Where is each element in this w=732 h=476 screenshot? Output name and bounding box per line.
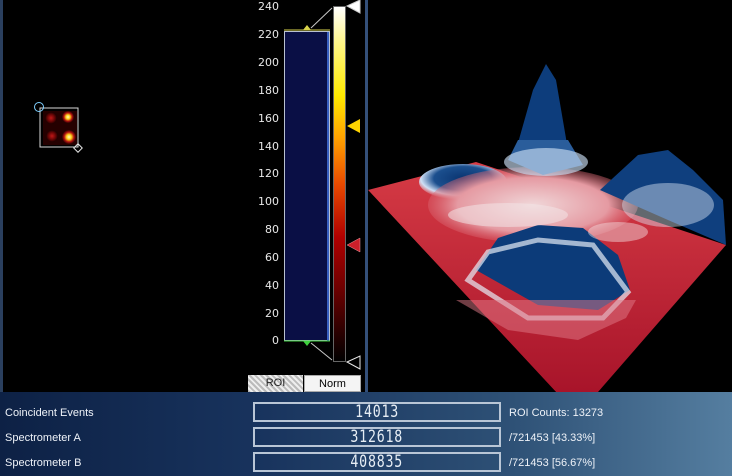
tab-norm[interactable]: Norm (304, 375, 361, 392)
surface-plot-panel[interactable] (365, 0, 732, 392)
spot-bottom-right (62, 130, 76, 144)
tick-label: 160 (258, 112, 279, 125)
tick-label: 60 (265, 251, 279, 264)
tick-label: 20 (265, 307, 279, 320)
surface-plot (368, 64, 726, 392)
mid-low-handle (346, 237, 361, 253)
roi-handle-top-left (34, 102, 44, 112)
min-handle (345, 355, 361, 370)
histogram-bar (284, 31, 330, 341)
spectrometer-b-label: Spectrometer B (5, 457, 82, 469)
image-canvas (34, 102, 83, 153)
surface-peak (516, 64, 568, 150)
histogram-edge (327, 32, 329, 341)
spectrometer-a-total: /721453 [43.33%] (509, 432, 596, 444)
lower-range-marker (303, 341, 311, 346)
tick-label: 120 (258, 167, 279, 180)
tick-label: 100 (258, 195, 279, 208)
spot-top-right (62, 111, 74, 123)
coincident-events-display: 14013 (253, 402, 501, 422)
tick-label: 200 (258, 56, 279, 69)
spectrometer-a-label: Spectrometer A (5, 432, 81, 444)
statistics-bar: Coincident Events 14013 ROI Counts: 1327… (0, 392, 732, 476)
histogram-panel: 240 220 200 180 160 140 120 100 80 60 40… (247, 0, 365, 392)
roi-rectangle (39, 107, 79, 148)
tick-label: 180 (258, 84, 279, 97)
tick-label: 220 (258, 28, 279, 41)
tick-label: 40 (265, 279, 279, 292)
colorbar (333, 6, 346, 362)
spectrometer-b-total: /721453 [56.67%] (509, 457, 596, 469)
spot-bottom-left (46, 130, 58, 142)
tick-label: 0 (272, 334, 279, 347)
upper-range-marker (303, 25, 311, 30)
spectrometer-b-display: 408835 (253, 452, 501, 472)
range-markers (284, 7, 333, 361)
max-handle (345, 0, 361, 14)
colorbar-handles[interactable] (247, 0, 365, 392)
panel-border (0, 0, 3, 392)
tick-label: 240 (258, 0, 279, 13)
spot-top-left (45, 112, 57, 124)
image-view[interactable] (0, 0, 247, 392)
tick-label: 80 (265, 223, 279, 236)
roi-handle-bottom-right (73, 143, 83, 153)
coincident-events-label: Coincident Events (5, 407, 94, 419)
tick-label: 140 (258, 140, 279, 153)
spectrometer-a-display: 312618 (253, 427, 501, 447)
tab-roi[interactable]: ROI (248, 375, 303, 392)
mid-high-handle (347, 119, 360, 133)
roi-counts: ROI Counts: 13273 (509, 407, 604, 419)
